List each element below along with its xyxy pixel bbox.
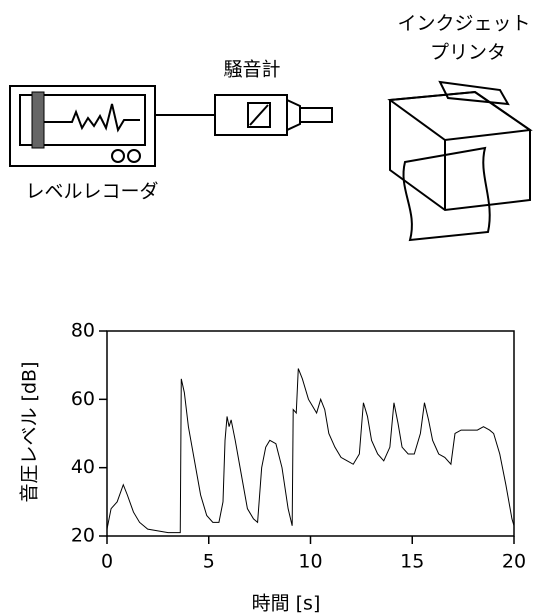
data-line bbox=[107, 369, 514, 533]
x-tick-label: 5 bbox=[203, 551, 215, 573]
y-tick-label: 80 bbox=[71, 320, 95, 342]
meter-label: 騒音計 bbox=[223, 59, 280, 81]
y-tick-label: 20 bbox=[71, 525, 95, 547]
x-axis-title: 時間 [s] bbox=[252, 593, 321, 615]
printer-body bbox=[390, 92, 530, 210]
knob bbox=[128, 150, 140, 162]
x-tick-label: 20 bbox=[502, 551, 526, 573]
knob bbox=[112, 150, 124, 162]
sound-level-meter bbox=[215, 95, 287, 135]
printer-label: インクジェット bbox=[397, 13, 530, 35]
plot-frame bbox=[107, 331, 514, 536]
figure: 騒音計 インクジェット プリンタ レベルレコーダ 時間 [s] 音圧レベル [d… bbox=[0, 0, 535, 616]
x-tick-label: 15 bbox=[400, 551, 424, 573]
recorder-trace bbox=[44, 104, 140, 130]
y-axis-title: 音圧レベル [dB] bbox=[19, 362, 41, 503]
diagram: 騒音計 インクジェット プリンタ レベルレコーダ bbox=[10, 13, 531, 241]
meter-neck bbox=[287, 100, 300, 130]
microphone bbox=[300, 108, 332, 122]
printer-paper bbox=[403, 148, 489, 240]
recorder-label: レベルレコーダ bbox=[25, 181, 158, 203]
meter-needle bbox=[250, 105, 268, 125]
x-tick-label: 0 bbox=[101, 551, 113, 573]
printer-label: プリンタ bbox=[430, 42, 506, 64]
x-tick-label: 10 bbox=[298, 551, 322, 573]
y-tick-label: 40 bbox=[71, 456, 95, 478]
chart: 時間 [s] 音圧レベル [dB] 20 40 60 80 0 5 10 15 20 bbox=[19, 320, 527, 615]
y-tick-label: 60 bbox=[71, 388, 95, 410]
recorder-pen bbox=[32, 92, 44, 148]
